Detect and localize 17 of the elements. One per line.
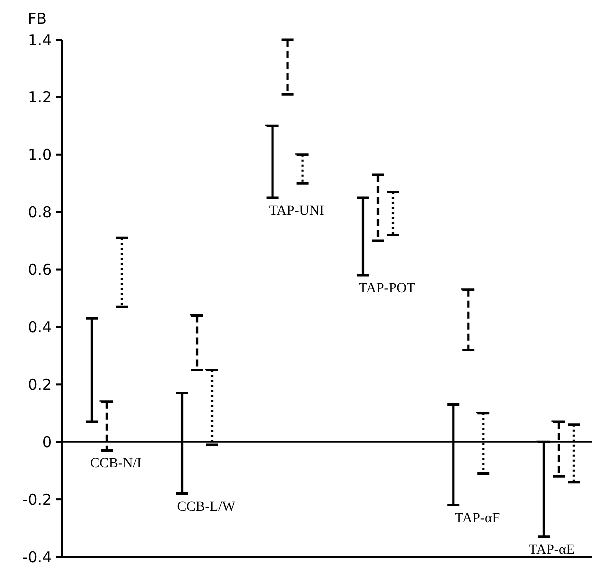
x-tick-label: TAP-αE: [529, 542, 575, 558]
x-tick-label: CCB-N/I: [90, 456, 142, 472]
y-tick-label: 0: [42, 433, 52, 452]
x-tick-label: CCB-L/W: [177, 500, 236, 515]
y-tick-label: 0.2: [28, 376, 52, 394]
y-tick-label: 1.4: [28, 31, 52, 50]
y-tick-label: 0.4: [28, 318, 52, 336]
y-tick-label: 1.2: [28, 88, 52, 107]
y-tick-label: -0.2: [22, 490, 52, 509]
x-tick-label: TAP-αF: [455, 511, 500, 526]
x-tick-label: TAP-POT: [358, 282, 416, 297]
x-tick-label: TAP-UNI: [269, 204, 325, 219]
y-tick-label: 0.6: [28, 261, 52, 280]
y-tick-label: 0.8: [28, 204, 52, 222]
y-tick-label: 1.0: [28, 146, 52, 164]
y-tick-label: -0.4: [22, 548, 52, 566]
y-axis-title: FB: [28, 10, 47, 28]
